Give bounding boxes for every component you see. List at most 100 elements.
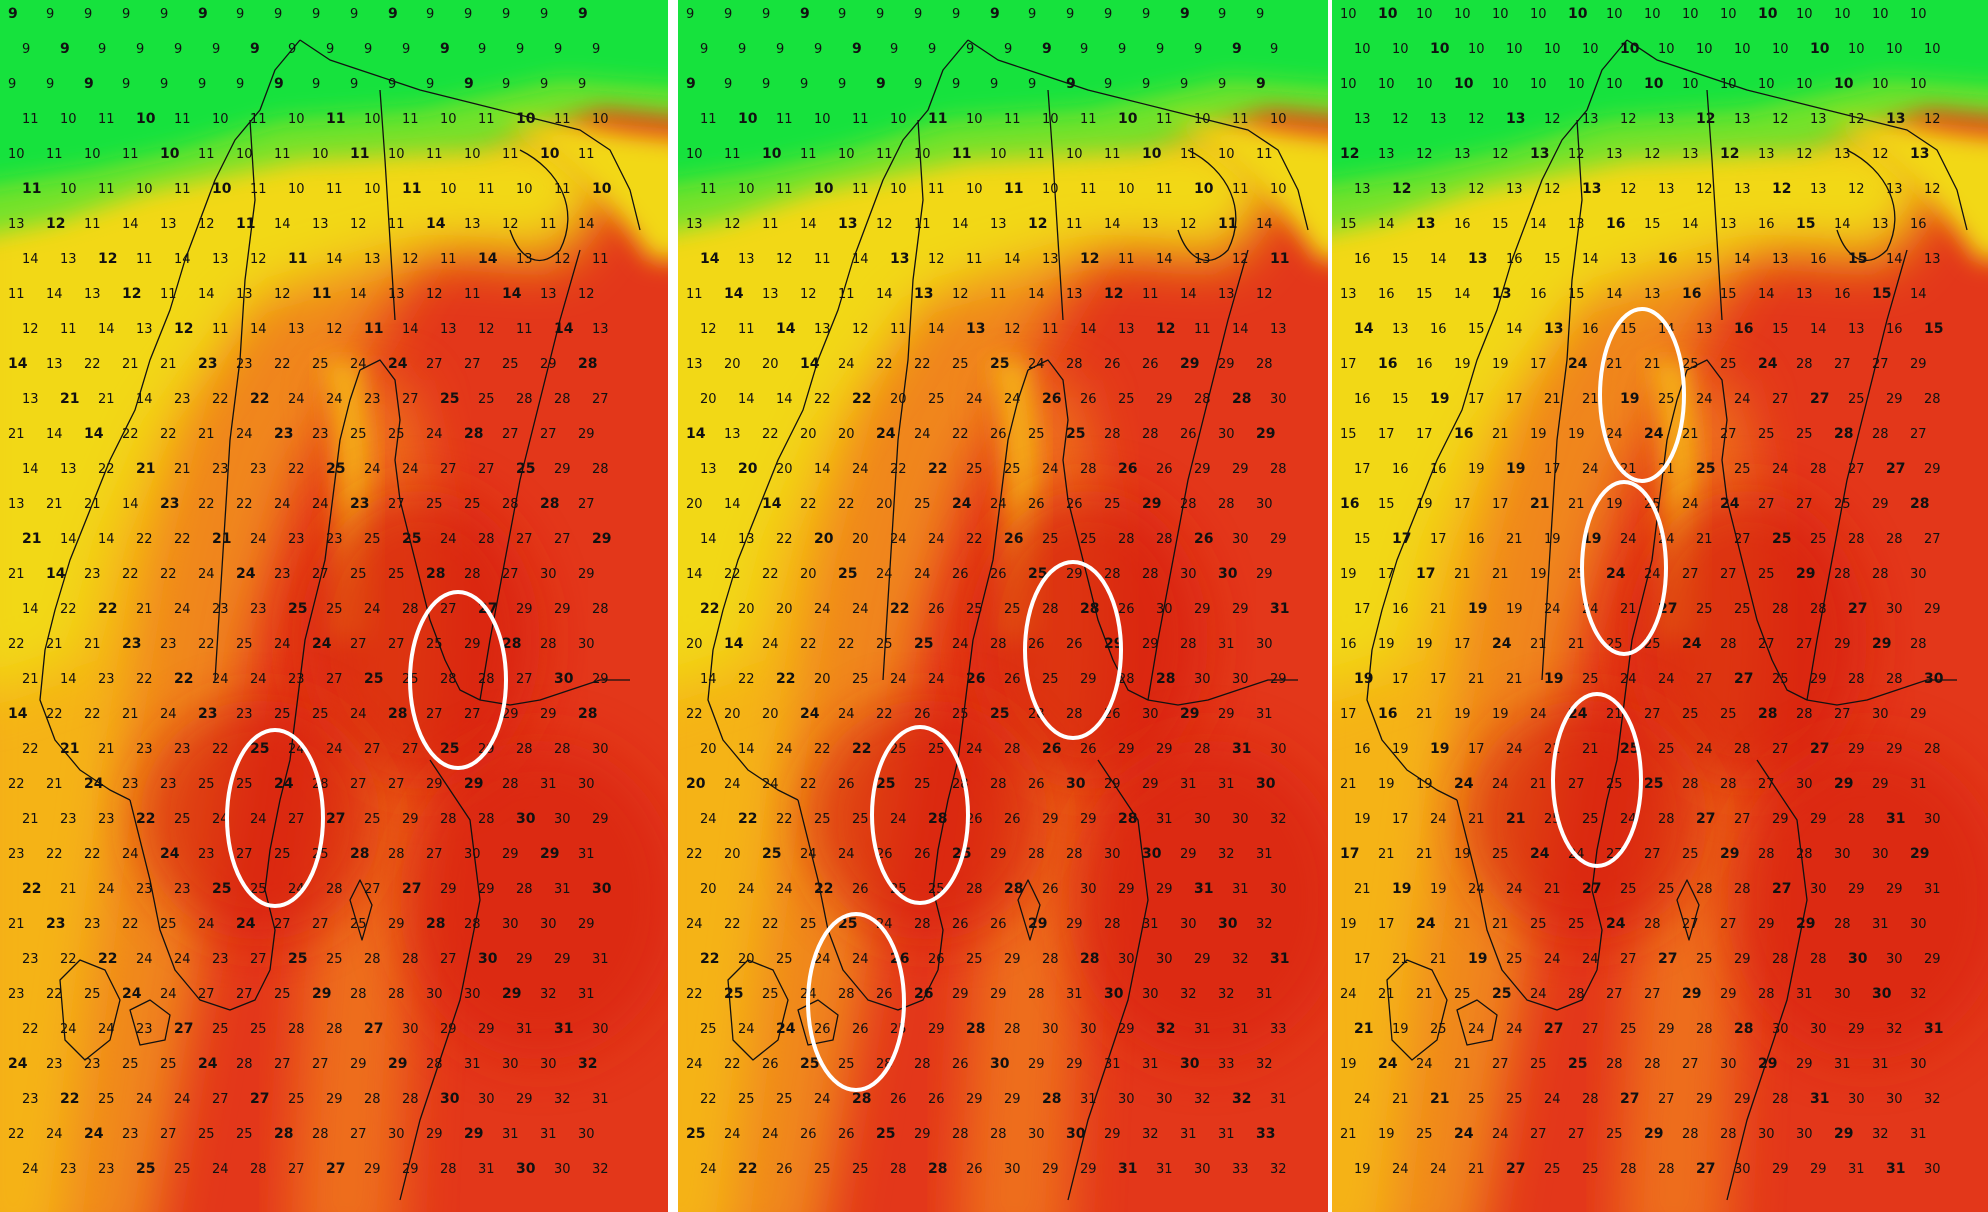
temperature-label: 24 bbox=[852, 462, 869, 477]
temperature-label: 28 bbox=[1042, 1091, 1061, 1107]
temperature-label: 27 bbox=[388, 637, 405, 652]
temperature-label: 31 bbox=[578, 987, 595, 1002]
temperature-label: 13 bbox=[1468, 251, 1487, 267]
temperature-label: 29 bbox=[578, 567, 595, 582]
highlight-circle bbox=[225, 728, 325, 908]
temperature-label: 23 bbox=[8, 987, 25, 1002]
temperature-label: 25 bbox=[1004, 462, 1021, 477]
temperature-label: 10 bbox=[686, 147, 703, 162]
temperature-label: 25 bbox=[990, 706, 1009, 722]
temperature-label: 31 bbox=[1256, 987, 1273, 1002]
temperature-label: 9 bbox=[724, 77, 732, 92]
temperature-label: 28 bbox=[502, 636, 521, 652]
temperature-label: 12 bbox=[1180, 217, 1197, 232]
temperature-label: 16 bbox=[1658, 251, 1677, 267]
temperature-label: 32 bbox=[1194, 1092, 1211, 1107]
temperature-label: 12 bbox=[402, 252, 419, 267]
temperature-label: 28 bbox=[326, 1022, 343, 1037]
temperature-label: 29 bbox=[554, 462, 571, 477]
temperature-label: 25 bbox=[1682, 847, 1699, 862]
temperature-label: 23 bbox=[212, 602, 229, 617]
temperature-label: 10 bbox=[1392, 42, 1409, 57]
temperature-label: 24 bbox=[236, 566, 256, 582]
temperature-label: 29 bbox=[1910, 357, 1927, 372]
temperature-label: 10 bbox=[84, 147, 101, 162]
temperature-label: 24 bbox=[838, 707, 855, 722]
temperature-label: 25 bbox=[1758, 427, 1775, 442]
temperature-label: 21 bbox=[1454, 917, 1471, 932]
temperature-label: 22 bbox=[98, 601, 117, 617]
temperature-label: 10 bbox=[738, 182, 755, 197]
temperature-label: 13 bbox=[738, 252, 755, 267]
temperature-label: 13 bbox=[1506, 182, 1523, 197]
temperature-label: 12 bbox=[1544, 112, 1561, 127]
temperature-label: 31 bbox=[1270, 601, 1289, 617]
temperature-label: 13 bbox=[1454, 147, 1471, 162]
temperature-label: 29 bbox=[1682, 986, 1701, 1002]
temperature-label: 24 bbox=[212, 672, 229, 687]
temperature-label: 24 bbox=[700, 1162, 717, 1177]
temperature-label: 25 bbox=[876, 776, 895, 792]
temperature-label: 31 bbox=[554, 1021, 573, 1037]
temperature-label: 30 bbox=[1796, 777, 1813, 792]
temperature-label: 22 bbox=[800, 777, 817, 792]
temperature-label: 20 bbox=[700, 882, 717, 897]
temperature-label: 24 bbox=[1772, 462, 1789, 477]
temperature-label: 25 bbox=[326, 952, 343, 967]
temperature-label: 30 bbox=[1232, 812, 1249, 827]
temperature-label: 13 bbox=[516, 252, 533, 267]
temperature-label: 31 bbox=[1810, 1091, 1829, 1107]
temperature-label: 30 bbox=[1256, 776, 1276, 792]
temperature-label: 11 bbox=[876, 147, 893, 162]
temperature-label: 9 bbox=[84, 76, 94, 92]
temperature-label: 30 bbox=[540, 917, 557, 932]
temperature-label: 30 bbox=[1848, 951, 1868, 967]
temperature-label: 19 bbox=[1492, 707, 1509, 722]
temperature-label: 13 bbox=[1430, 182, 1447, 197]
temperature-label: 9 bbox=[440, 41, 450, 57]
temperature-label: 17 bbox=[1454, 497, 1471, 512]
temperature-label: 25 bbox=[776, 1092, 793, 1107]
temperature-label: 17 bbox=[1468, 392, 1485, 407]
temperature-label: 25 bbox=[762, 846, 781, 862]
temperature-label: 32 bbox=[1232, 952, 1249, 967]
temperature-label: 26 bbox=[1028, 497, 1045, 512]
temperature-label: 24 bbox=[852, 952, 869, 967]
temperature-label: 10 bbox=[1378, 6, 1398, 22]
temperature-label: 10 bbox=[212, 112, 229, 127]
temperature-label: 10 bbox=[1468, 42, 1485, 57]
temperature-label: 10 bbox=[1194, 112, 1211, 127]
temperature-label: 30 bbox=[1270, 742, 1287, 757]
temperature-label: 11 bbox=[478, 112, 495, 127]
temperature-label: 23 bbox=[22, 952, 39, 967]
temperature-label: 9 bbox=[1118, 42, 1126, 57]
temperature-label: 21 bbox=[84, 637, 101, 652]
temperature-label: 30 bbox=[1734, 1162, 1751, 1177]
temperature-label: 29 bbox=[1066, 567, 1083, 582]
temperature-label: 21 bbox=[46, 497, 63, 512]
temperature-label: 29 bbox=[540, 357, 557, 372]
temperature-label: 27 bbox=[1620, 952, 1637, 967]
temperature-label: 17 bbox=[1430, 672, 1447, 687]
temperature-label: 25 bbox=[1658, 392, 1675, 407]
temperature-label: 9 bbox=[1218, 77, 1226, 92]
temperature-label: 24 bbox=[174, 602, 191, 617]
temperature-label: 25 bbox=[174, 1162, 191, 1177]
temperature-label: 28 bbox=[838, 987, 855, 1002]
temperature-label: 17 bbox=[1392, 531, 1411, 547]
temperature-label: 31 bbox=[1156, 1162, 1173, 1177]
temperature-label: 25 bbox=[288, 951, 307, 967]
temperature-label: 27 bbox=[1924, 532, 1941, 547]
temperature-label: 14 bbox=[724, 497, 741, 512]
temperature-label: 26 bbox=[1004, 672, 1021, 687]
temperature-label: 24 bbox=[426, 427, 443, 442]
temperature-label: 31 bbox=[554, 882, 571, 897]
temperature-label: 29 bbox=[592, 672, 609, 687]
temperature-label: 27 bbox=[236, 987, 253, 1002]
temperature-label: 21 bbox=[1530, 496, 1549, 512]
temperature-label: 21 bbox=[198, 427, 215, 442]
temperature-label: 32 bbox=[1180, 987, 1197, 1002]
temperature-label: 10 bbox=[1340, 77, 1357, 92]
temperature-label: 13 bbox=[686, 217, 703, 232]
temperature-label: 27 bbox=[426, 707, 443, 722]
